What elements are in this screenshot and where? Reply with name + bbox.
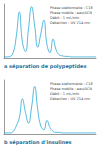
svg-text:b séparation d'insulines: b séparation d'insulines: [4, 139, 72, 146]
svg-text:Débit : 1 mL/min: Débit : 1 mL/min: [50, 92, 79, 96]
svg-text:Phase stationnaire : C18: Phase stationnaire : C18: [50, 6, 93, 10]
svg-text:Débit : 1 mL/min: Débit : 1 mL/min: [50, 16, 79, 20]
svg-text:Phase stationnaire : C18: Phase stationnaire : C18: [50, 82, 93, 86]
svg-text:a séparation de polypeptides: a séparation de polypeptides: [4, 63, 86, 70]
svg-text:Phase mobile : eau/ACN: Phase mobile : eau/ACN: [50, 11, 92, 15]
svg-text:Détection : UV 214 nm: Détection : UV 214 nm: [50, 21, 90, 25]
svg-text:Détection : UV 214 nm: Détection : UV 214 nm: [50, 97, 90, 101]
svg-text:Phase mobile : eau/ACN: Phase mobile : eau/ACN: [50, 87, 92, 91]
